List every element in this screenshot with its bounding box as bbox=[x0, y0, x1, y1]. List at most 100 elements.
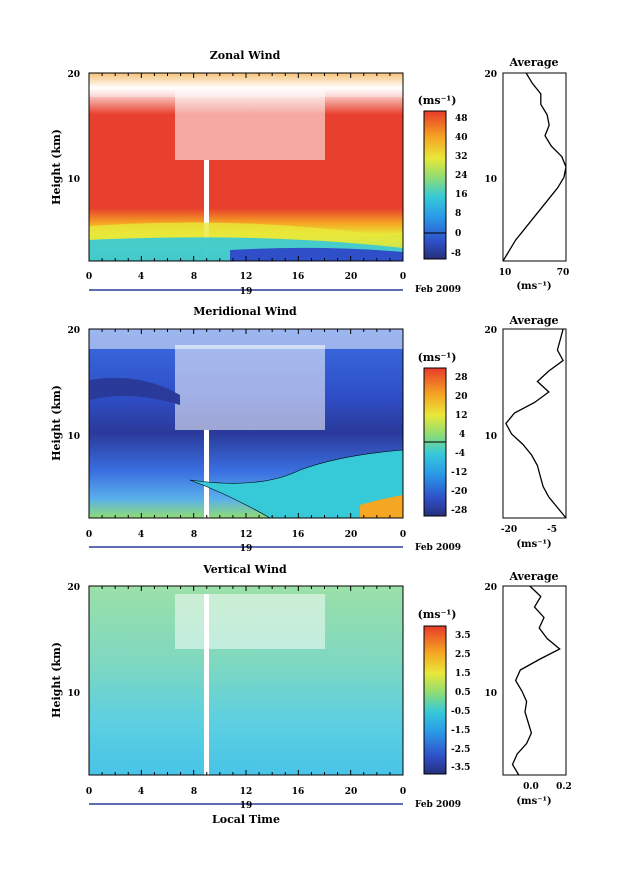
data-gap bbox=[175, 345, 325, 430]
x-tick-label: 16 bbox=[292, 272, 305, 282]
date-label: Feb 2009 bbox=[415, 285, 461, 295]
avg-title: Average bbox=[508, 56, 558, 69]
panel-vertical: Vertical Wind 20 10 Height (km) 0 4 8 12… bbox=[50, 563, 572, 826]
avg-unit-label: (ms⁻¹) bbox=[516, 539, 551, 550]
x-tick-label: 20 bbox=[345, 530, 358, 540]
colorbar-ticks: 3.5 2.5 1.5 0.5 -0.5 -1.5 -2.5 -3.5 bbox=[451, 631, 471, 773]
panel-title: Vertical Wind bbox=[202, 563, 287, 576]
data-gap bbox=[89, 329, 403, 349]
x-tick-label: 8 bbox=[191, 272, 197, 282]
panel-title: Meridional Wind bbox=[193, 305, 297, 318]
unit-label: (ms⁻¹) bbox=[418, 608, 457, 621]
x-tick-label: 0 bbox=[400, 272, 406, 282]
colorbar-tick: 8 bbox=[455, 209, 461, 219]
avg-title: Average bbox=[508, 314, 558, 327]
data-gap bbox=[175, 90, 325, 160]
colorbar-tick: -3.5 bbox=[451, 763, 470, 773]
y-tick-label: 10 bbox=[67, 175, 80, 185]
colorbar-tick: -2.5 bbox=[451, 745, 470, 755]
y-tick-label: 20 bbox=[67, 326, 80, 336]
colorbar-tick: -0.5 bbox=[451, 707, 470, 717]
avg-title: Average bbox=[508, 570, 558, 583]
colorbar-tick: 16 bbox=[455, 190, 468, 200]
y-tick-label: 20 bbox=[67, 583, 80, 593]
x-tick-label: 12 bbox=[240, 272, 253, 282]
y-tick-label: 10 bbox=[67, 432, 80, 442]
x-tick-label: 8 bbox=[191, 787, 197, 797]
colorbar-tick: -20 bbox=[451, 487, 467, 497]
x-tick-label: 16 bbox=[292, 787, 305, 797]
avg-unit-label: (ms⁻¹) bbox=[516, 281, 551, 292]
colorbar-tick: -28 bbox=[451, 506, 467, 516]
contour-band bbox=[360, 495, 403, 518]
y-axis-label: Height (km) bbox=[50, 385, 63, 461]
y-tick-label: 20 bbox=[67, 70, 80, 80]
x-tick-label: 0 bbox=[400, 787, 406, 797]
unit-label: (ms⁻¹) bbox=[418, 94, 457, 107]
day-label: 19 bbox=[240, 801, 253, 811]
date-label: Feb 2009 bbox=[415, 800, 461, 810]
colorbar-tick: -12 bbox=[451, 468, 467, 478]
day-label: 19 bbox=[240, 287, 253, 297]
colorbar-tick: 40 bbox=[455, 133, 468, 143]
colorbar-tick: -1.5 bbox=[451, 726, 470, 736]
colorbar-tick: 48 bbox=[455, 114, 468, 124]
colorbar-tick: 32 bbox=[455, 152, 468, 162]
panel-title: Zonal Wind bbox=[210, 49, 281, 62]
avg-profile-line bbox=[502, 72, 567, 262]
colorbar-tick: 4 bbox=[459, 430, 465, 440]
colorbar bbox=[423, 625, 447, 775]
x-tick-label: 4 bbox=[138, 530, 144, 540]
data-gap-column bbox=[204, 594, 209, 775]
panel-zonal: Zonal Wind 20 10 Height (km) 0 4 8 12 16… bbox=[50, 49, 569, 297]
data-gap-column bbox=[204, 430, 209, 518]
colorbar-tick: -4 bbox=[455, 449, 465, 459]
avg-x-tick: 0.2 bbox=[556, 782, 572, 792]
colorbar-tick: 3.5 bbox=[455, 631, 471, 641]
x-axis-label: Local Time bbox=[212, 813, 280, 826]
avg-x-tick: 0.0 bbox=[523, 782, 539, 792]
avg-y-tick: 10 bbox=[484, 689, 497, 699]
avg-profile-line bbox=[511, 585, 561, 776]
x-tick-labels: 0 4 8 12 16 20 0 bbox=[86, 787, 406, 797]
data-gap bbox=[175, 594, 325, 649]
avg-x-tick: 70 bbox=[557, 268, 570, 278]
contour-band bbox=[90, 377, 180, 405]
avg-x-tick: -20 bbox=[501, 525, 517, 535]
colorbar-ticks: 28 20 12 4 -4 -12 -20 -28 bbox=[451, 373, 468, 516]
colorbar-tick: -8 bbox=[451, 249, 461, 259]
colorbar-tick: 24 bbox=[455, 171, 468, 181]
x-tick-label: 12 bbox=[240, 787, 253, 797]
avg-frame bbox=[502, 72, 567, 262]
avg-profile-line bbox=[505, 328, 567, 519]
avg-unit-label: (ms⁻¹) bbox=[516, 796, 551, 807]
x-tick-label: 12 bbox=[240, 530, 253, 540]
contour-band bbox=[230, 247, 403, 261]
x-tick-label: 0 bbox=[86, 272, 92, 282]
avg-y-tick: 10 bbox=[484, 175, 497, 185]
contour-band bbox=[189, 449, 404, 519]
colorbar-tick: 28 bbox=[455, 373, 468, 383]
avg-frame bbox=[502, 585, 567, 776]
x-tick-label: 20 bbox=[345, 272, 358, 282]
data-gap-column bbox=[204, 160, 209, 256]
avg-frame bbox=[502, 328, 567, 519]
x-tick-label: 20 bbox=[345, 787, 358, 797]
avg-y-tick: 20 bbox=[484, 70, 497, 80]
avg-x-tick: 10 bbox=[499, 268, 512, 278]
x-tick-label: 0 bbox=[86, 787, 92, 797]
axis-ticks bbox=[88, 73, 404, 775]
y-axis-label: Height (km) bbox=[50, 642, 63, 718]
avg-x-tick: -5 bbox=[547, 525, 557, 535]
unit-label: (ms⁻¹) bbox=[418, 351, 457, 364]
y-axis-label: Height (km) bbox=[50, 129, 63, 205]
x-tick-label: 8 bbox=[191, 530, 197, 540]
colorbar-tick: 0.5 bbox=[455, 688, 471, 698]
colorbar-tick: 2.5 bbox=[455, 650, 471, 660]
panel-meridional: Meridional Wind 20 10 Height (km) 0 4 8 … bbox=[50, 305, 567, 554]
x-tick-label: 0 bbox=[400, 530, 406, 540]
x-tick-labels: 0 4 8 12 16 20 0 bbox=[86, 272, 406, 282]
avg-y-tick: 20 bbox=[484, 326, 497, 336]
x-tick-label: 0 bbox=[86, 530, 92, 540]
